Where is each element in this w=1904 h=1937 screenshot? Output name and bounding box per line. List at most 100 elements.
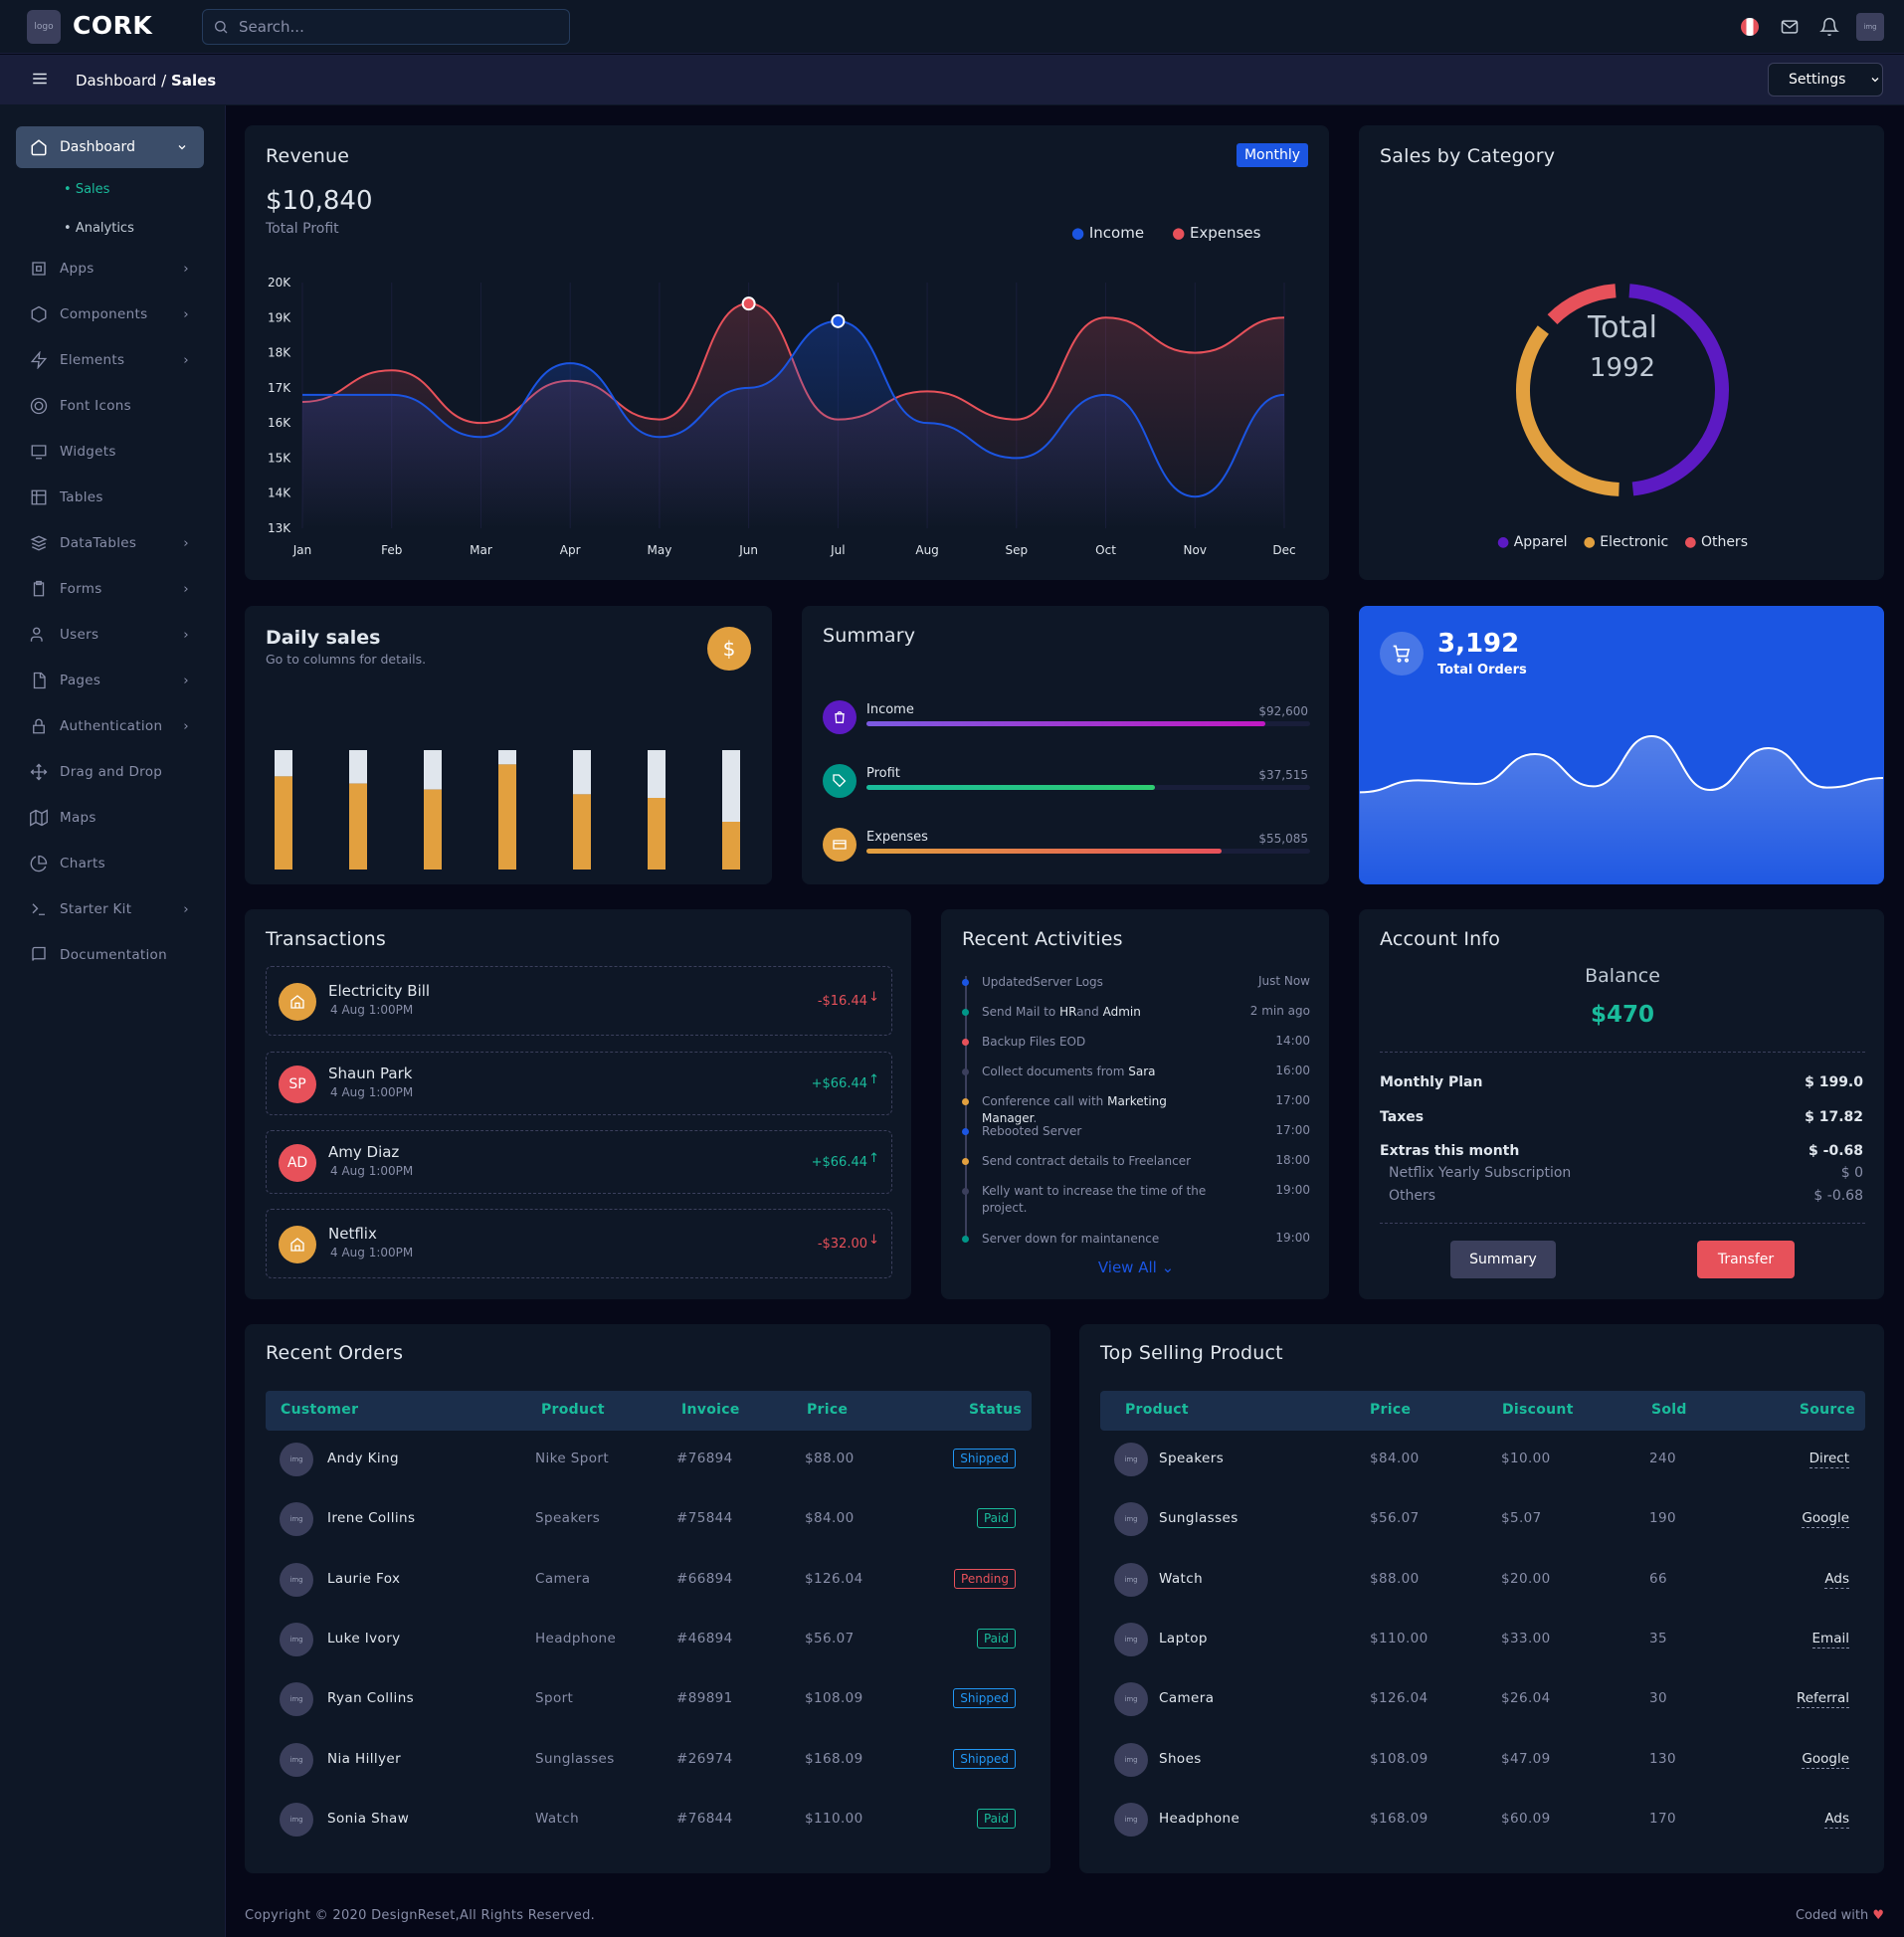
- daily-bar-filled[interactable]: [498, 764, 516, 870]
- col-product[interactable]: Product: [541, 1402, 605, 1418]
- transaction-item[interactable]: Electricity Bill 4 Aug 1:00PM -$16.44 ↓: [266, 966, 892, 1036]
- donut-slice-apparel[interactable]: [1628, 284, 1729, 496]
- customer-name[interactable]: Irene Collins: [327, 1510, 416, 1527]
- daily-bar-filled[interactable]: [722, 822, 740, 870]
- sidebar-subitem-sales[interactable]: • Sales: [64, 182, 110, 197]
- mail-icon[interactable]: [1777, 14, 1803, 40]
- daily-bar-filled[interactable]: [349, 783, 367, 870]
- col-invoice[interactable]: Invoice: [681, 1402, 740, 1418]
- activity-item[interactable]: Kelly want to increase the time of the p…: [962, 1183, 1310, 1219]
- sidebar-item-apps[interactable]: Apps ›: [30, 257, 199, 281]
- sidebar-item-datatables[interactable]: DataTables ›: [30, 531, 199, 555]
- daily-bar-remaining[interactable]: [498, 750, 516, 765]
- col-customer[interactable]: Customer: [281, 1402, 359, 1418]
- product-name[interactable]: Watch: [1159, 1570, 1204, 1587]
- summary-button[interactable]: Summary: [1450, 1241, 1556, 1278]
- col-product[interactable]: Product: [1125, 1402, 1189, 1418]
- activity-item[interactable]: UpdatedServer Logs Just Now: [962, 974, 1310, 1010]
- activity-item[interactable]: Collect documents from Sara 16:00: [962, 1064, 1310, 1099]
- col-discount[interactable]: Discount: [1502, 1402, 1574, 1418]
- col-status[interactable]: Status: [968, 1402, 1022, 1418]
- breadcrumb-root[interactable]: Dashboard: [76, 72, 157, 90]
- activity-item[interactable]: Conference call with Marketing Manager. 1…: [962, 1093, 1310, 1129]
- order-invoice[interactable]: #46894: [676, 1630, 733, 1646]
- order-invoice[interactable]: #76844: [676, 1810, 733, 1827]
- daily-bar-filled[interactable]: [573, 794, 591, 870]
- settings-dropdown[interactable]: Settings: [1768, 63, 1883, 97]
- daily-bar-remaining[interactable]: [424, 750, 442, 790]
- daily-bar-filled[interactable]: [648, 798, 666, 870]
- order-invoice[interactable]: #75844: [676, 1510, 733, 1527]
- legend-apparel[interactable]: ● Apparel: [1497, 534, 1568, 550]
- product-name[interactable]: Headphone: [1159, 1810, 1240, 1827]
- sidebar-item-charts[interactable]: Charts: [30, 852, 199, 875]
- user-avatar[interactable]: img: [1856, 13, 1884, 41]
- product-name[interactable]: Speakers: [1159, 1451, 1225, 1466]
- col-source[interactable]: Source: [1799, 1402, 1855, 1418]
- product-source-link[interactable]: Referral: [1796, 1690, 1849, 1709]
- transfer-button[interactable]: Transfer: [1697, 1241, 1795, 1278]
- activity-item[interactable]: Send contract details to Freelancer 18:00: [962, 1153, 1310, 1189]
- daily-bar-remaining[interactable]: [722, 750, 740, 822]
- logo-icon[interactable]: logo: [27, 10, 61, 44]
- product-name[interactable]: Laptop: [1159, 1630, 1208, 1646]
- product-name[interactable]: Camera: [1159, 1690, 1215, 1707]
- col-price[interactable]: Price: [1370, 1402, 1412, 1418]
- language-flag-icon[interactable]: [1737, 14, 1763, 40]
- order-invoice[interactable]: #89891: [676, 1690, 733, 1707]
- daily-bar-filled[interactable]: [424, 789, 442, 870]
- col-price[interactable]: Price: [807, 1402, 849, 1418]
- brand-name[interactable]: CORK: [73, 11, 153, 40]
- legend-expenses[interactable]: ● Expenses: [1172, 224, 1261, 242]
- col-sold[interactable]: Sold: [1651, 1402, 1687, 1418]
- sidebar-item-dashboard[interactable]: Dashboard: [16, 126, 204, 168]
- expenses-peak-point[interactable]: [741, 296, 756, 311]
- order-invoice[interactable]: #66894: [676, 1570, 733, 1587]
- transaction-item[interactable]: AD Amy Diaz 4 Aug 1:00PM +$66.44 ↑: [266, 1130, 892, 1194]
- sidebar-item-starter-kit[interactable]: Starter Kit ›: [30, 897, 199, 921]
- product-source-link[interactable]: Google: [1802, 1510, 1849, 1529]
- search-input[interactable]: Search...: [202, 9, 570, 45]
- order-invoice[interactable]: #26974: [676, 1750, 733, 1767]
- period-button[interactable]: Monthly: [1236, 143, 1308, 167]
- legend-electronic[interactable]: ● Electronic: [1583, 534, 1669, 550]
- sidebar-item-forms[interactable]: Forms ›: [30, 577, 199, 601]
- customer-name[interactable]: Nia Hillyer: [327, 1750, 402, 1767]
- sidebar-item-drag-and-drop[interactable]: Drag and Drop: [30, 760, 199, 784]
- customer-name[interactable]: Laurie Fox: [327, 1570, 401, 1587]
- customer-name[interactable]: Luke Ivory: [327, 1630, 401, 1646]
- sidebar-item-elements[interactable]: Elements ›: [30, 348, 199, 372]
- order-invoice[interactable]: #76894: [676, 1451, 733, 1466]
- product-source-link[interactable]: Direct: [1809, 1451, 1849, 1468]
- sidebar-item-tables[interactable]: Tables: [30, 485, 199, 509]
- customer-name[interactable]: Ryan Collins: [327, 1690, 415, 1707]
- product-name[interactable]: Shoes: [1159, 1750, 1202, 1767]
- daily-bar-filled[interactable]: [275, 776, 292, 870]
- view-all-link[interactable]: View All ⌄: [1097, 1259, 1175, 1276]
- product-source-link[interactable]: Ads: [1824, 1810, 1849, 1829]
- income-peak-point[interactable]: [831, 313, 846, 328]
- product-name[interactable]: Sunglasses: [1159, 1510, 1238, 1527]
- donut-slice-electronic[interactable]: [1516, 325, 1619, 496]
- donut-slice-others[interactable]: [1547, 284, 1617, 325]
- sidebar-subitem-analytics[interactable]: • Analytics: [64, 221, 134, 236]
- customer-name[interactable]: Andy King: [327, 1451, 399, 1466]
- activity-item[interactable]: Server down for maintanence 19:00: [962, 1231, 1310, 1266]
- activity-item[interactable]: Rebooted Server 17:00: [962, 1123, 1310, 1159]
- customer-name[interactable]: Sonia Shaw: [327, 1810, 410, 1827]
- activity-item[interactable]: Send Mail to HRand Admin 2 min ago: [962, 1004, 1310, 1040]
- sidebar-item-components[interactable]: Components ›: [30, 302, 199, 326]
- daily-bar-remaining[interactable]: [648, 750, 666, 798]
- transaction-item[interactable]: SP Shaun Park 4 Aug 1:00PM +$66.44 ↑: [266, 1052, 892, 1115]
- sidebar-item-pages[interactable]: Pages ›: [30, 669, 199, 692]
- legend-income[interactable]: ● Income: [1071, 224, 1145, 242]
- sidebar-item-users[interactable]: Users ›: [30, 623, 199, 647]
- menu-toggle-icon[interactable]: [31, 70, 49, 88]
- legend-others[interactable]: ● Others: [1684, 534, 1748, 550]
- sidebar-item-authentication[interactable]: Authentication ›: [30, 714, 199, 738]
- daily-bar-remaining[interactable]: [275, 750, 292, 777]
- transaction-item[interactable]: Netflix 4 Aug 1:00PM -$32.00 ↓: [266, 1209, 892, 1278]
- sidebar-item-font-icons[interactable]: Font Icons: [30, 394, 199, 418]
- sidebar-item-widgets[interactable]: Widgets: [30, 440, 199, 464]
- product-source-link[interactable]: Email: [1811, 1630, 1849, 1648]
